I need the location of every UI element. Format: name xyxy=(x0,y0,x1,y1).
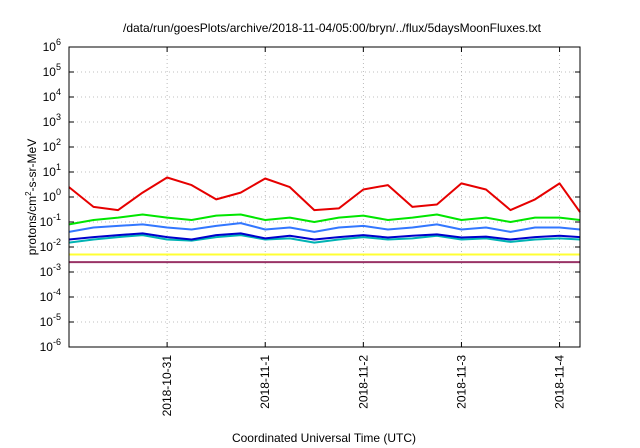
y-tick-label: 104 xyxy=(43,87,61,104)
grid xyxy=(69,47,580,347)
x-tick-label: 2018-11-4 xyxy=(553,355,567,409)
series-line xyxy=(68,234,581,244)
y-axis-label-base: protons/cm xyxy=(25,196,39,255)
chart-title: /data/run/goesPlots/archive/2018-11-04/0… xyxy=(123,21,542,35)
y-tick-label: 10-3 xyxy=(40,262,61,279)
y-axis-label-sup: 2 xyxy=(24,191,33,196)
series-group xyxy=(68,176,581,264)
x-axis: 2018-10-31 2018-11-1 2018-11-2 2018-11-3 201… xyxy=(160,47,567,417)
y-axis-label: protons/cm2-s-sr-MeV xyxy=(24,139,39,255)
y-tick-label: 10-1 xyxy=(40,212,61,229)
y-tick-label: 10-5 xyxy=(40,312,61,329)
y-tick-label: 103 xyxy=(43,112,61,129)
y-tick-label: 106 xyxy=(43,37,61,54)
series-line xyxy=(68,176,581,213)
x-tick-label: 2018-11-1 xyxy=(258,355,272,409)
y-tick-label: 10-2 xyxy=(40,237,61,254)
y-axis-label-rest: -s-sr-MeV xyxy=(25,139,39,192)
x-tick-label: 2018-11-2 xyxy=(356,355,370,409)
series-line xyxy=(68,222,581,233)
y-tick-label: 100 xyxy=(43,187,61,204)
y-tick-label: 10-4 xyxy=(40,287,61,304)
y-tick-label: 102 xyxy=(43,137,61,154)
y-tick-label: 10-6 xyxy=(40,337,61,354)
x-tick-label: 2018-10-31 xyxy=(160,355,174,417)
x-axis-label: Coordinated Universal Time (UTC) xyxy=(232,431,416,445)
y-tick-label: 105 xyxy=(43,62,61,79)
series-line xyxy=(68,232,581,241)
y-axis: 10-6 10-5 10-4 10-3 10-2 10-1 100 101 102 103 104 1… xyxy=(40,37,580,354)
x-tick-label: 2018-11-3 xyxy=(454,355,468,409)
y-tick-label: 101 xyxy=(43,162,61,179)
series-line xyxy=(68,213,581,226)
